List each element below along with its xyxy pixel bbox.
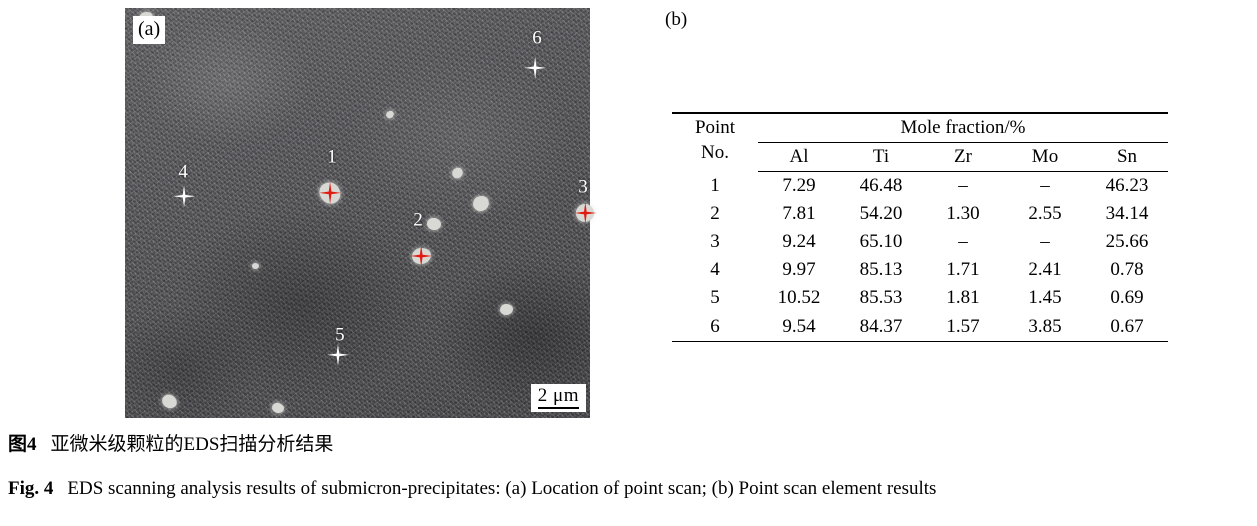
cell-ti: 54.20 xyxy=(859,203,903,225)
point-label-2: 2 xyxy=(413,209,423,231)
cross-icon xyxy=(326,353,349,357)
point-label-6: 6 xyxy=(532,27,542,49)
cell-point-no: 6 xyxy=(672,312,758,342)
cell-sn: 0.78 xyxy=(1110,259,1144,281)
cell-point-no: 5 xyxy=(710,287,720,309)
table-row: 3 9.24 65.10 – – 25.66 xyxy=(672,228,1168,256)
column-header-zr: Zr xyxy=(922,142,1004,173)
cell-mo: 1.45 xyxy=(1028,287,1062,309)
table-header-row-group: Point No. Mole fraction/% xyxy=(672,112,1168,172)
point-marker-3 xyxy=(574,202,597,224)
cell-zr: 1.57 xyxy=(922,312,1004,342)
point-marker-5 xyxy=(326,343,349,366)
caption-chinese-tag: 图4 xyxy=(8,434,37,455)
scale-bar: 2 μm xyxy=(530,384,586,412)
point-marker-1 xyxy=(319,181,342,204)
point-head-line2: No. xyxy=(701,142,729,164)
scale-bar-label: 2 μm xyxy=(537,385,579,407)
table-row: 5 10.52 85.53 1.81 1.45 0.69 xyxy=(672,284,1168,312)
cross-icon xyxy=(319,191,342,195)
cell-mo: – xyxy=(1040,231,1050,253)
cell-point-no: 1 xyxy=(710,174,720,196)
table-row: 4 9.97 85.13 1.71 2.41 0.78 xyxy=(672,256,1168,284)
column-header-mo: Mo xyxy=(1004,142,1086,173)
column-header-al: Al xyxy=(758,142,840,173)
table-row: 1 7.29 46.48 – – 46.23 xyxy=(672,172,1168,201)
cell-mo: – xyxy=(1040,175,1050,197)
cell-ti: 65.10 xyxy=(859,231,903,253)
panel-a-label: (a) xyxy=(133,16,166,44)
point-label-3: 3 xyxy=(578,176,588,198)
column-header-mole-fraction: Mole fraction/% xyxy=(758,112,1168,144)
cell-sn: 34.14 xyxy=(1105,203,1149,225)
column-header-point-no: Point No. xyxy=(672,112,758,172)
point-label-4: 4 xyxy=(178,161,188,183)
cell-mo: 2.41 xyxy=(1028,259,1062,281)
cell-al: 9.54 xyxy=(758,312,840,342)
eds-results-table-wrapper: Point No. Mole fraction/% Al Ti Zr Mo Sn… xyxy=(672,112,1168,342)
cell-point-no: 4 xyxy=(710,259,720,281)
cross-icon xyxy=(524,66,547,70)
table-body: 1 7.29 46.48 – – 46.23 2 7.81 54.20 1.30 2.55 34.14… xyxy=(672,172,1168,342)
cross-icon xyxy=(173,194,196,198)
panel-a-micrograph: 1 2 3 4 5 6 (a) 2 μm xyxy=(125,8,598,418)
cell-ti: 84.37 xyxy=(840,312,922,342)
cell-al: 7.81 xyxy=(782,203,816,225)
caption-english-text: EDS scanning analysis results of submicr… xyxy=(67,478,937,499)
cell-ti: 46.48 xyxy=(859,175,903,197)
cell-al: 9.24 xyxy=(782,231,816,253)
cell-mo: 3.85 xyxy=(1004,312,1086,342)
point-marker-4 xyxy=(173,185,196,208)
cell-zr: – xyxy=(958,175,968,197)
cell-sn: 0.67 xyxy=(1086,312,1168,342)
cell-zr: 1.81 xyxy=(946,287,980,309)
cell-mo: 2.55 xyxy=(1028,203,1062,225)
cell-al: 10.52 xyxy=(777,287,821,309)
table-header-row-elements: Al Ti Zr Mo Sn xyxy=(672,142,1168,173)
scale-bar-rule xyxy=(537,407,579,409)
cell-al: 7.29 xyxy=(782,175,816,197)
cell-sn: 0.69 xyxy=(1110,287,1144,309)
cell-point-no: 3 xyxy=(710,231,720,253)
caption-chinese-text: 亚微米级颗粒的EDS扫描分析结果 xyxy=(50,434,334,455)
cell-zr: 1.30 xyxy=(946,203,980,225)
point-head-line1: Point xyxy=(694,117,736,138)
cell-sn: 46.23 xyxy=(1105,175,1149,197)
caption-english: Fig. 4 EDS scanning analysis results of s… xyxy=(8,478,936,501)
cell-al: 9.97 xyxy=(782,259,816,281)
sem-micrograph-image xyxy=(125,8,590,418)
cell-ti: 85.53 xyxy=(859,287,903,309)
cell-ti: 85.13 xyxy=(859,259,903,281)
eds-results-table: Point No. Mole fraction/% Al Ti Zr Mo Sn… xyxy=(672,112,1168,342)
cross-icon xyxy=(410,254,433,258)
cell-sn: 25.66 xyxy=(1105,231,1149,253)
cell-zr: – xyxy=(958,231,968,253)
cell-zr: 1.71 xyxy=(946,259,980,281)
point-marker-2 xyxy=(410,245,433,268)
panel-b-label: (b) xyxy=(665,9,688,30)
column-header-ti: Ti xyxy=(840,142,922,173)
point-label-1: 1 xyxy=(327,146,337,168)
caption-english-tag: Fig. 4 xyxy=(8,478,54,499)
caption-chinese: 图4 亚微米级颗粒的EDS扫描分析结果 xyxy=(8,434,333,457)
table-row: 2 7.81 54.20 1.30 2.55 34.14 xyxy=(672,200,1168,228)
column-header-sn: Sn xyxy=(1086,142,1168,173)
table-row: 6 9.54 84.37 1.57 3.85 0.67 xyxy=(672,312,1168,342)
table-head: Point No. Mole fraction/% Al Ti Zr Mo Sn xyxy=(672,112,1168,173)
cell-point-no: 2 xyxy=(710,203,720,225)
point-label-5: 5 xyxy=(335,324,345,346)
cross-icon xyxy=(574,211,597,215)
point-marker-6 xyxy=(524,56,547,79)
